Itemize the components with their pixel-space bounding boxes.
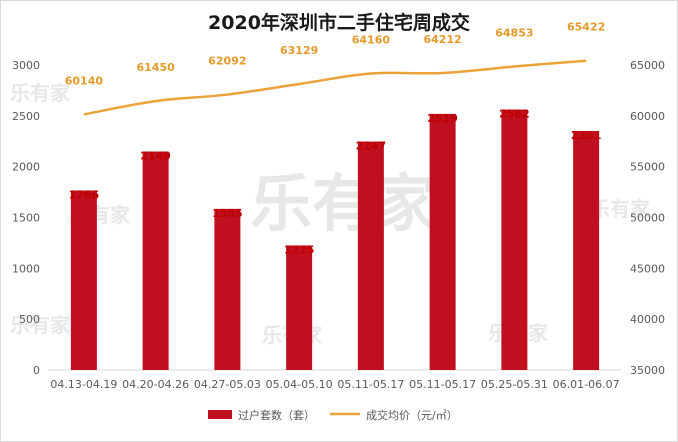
legend-line-label: 成交均价（元/㎡） — [366, 408, 458, 422]
watermark-small: 乐有家 — [590, 197, 651, 221]
legend-bar-label: 过户套数（套） — [238, 408, 315, 422]
right-axis: 35000 40000 45000 50000 55000 60000 65000 — [630, 59, 665, 377]
left-axis-tick-label: 3000 — [12, 59, 40, 72]
x-axis-tick-label: 05.11-05.17 — [409, 378, 476, 391]
left-axis-tick-label: 2000 — [12, 161, 40, 174]
bar — [357, 141, 384, 370]
watermark-small: 乐有家 — [10, 81, 71, 105]
x-axis-tick-label: 06.01-06.07 — [553, 378, 620, 391]
right-axis-tick-label: 65000 — [630, 59, 665, 72]
watermark-small: 乐有家 — [10, 313, 71, 337]
line-value-label: 61450 — [136, 61, 175, 74]
line-value-label: 64160 — [352, 34, 391, 47]
price-line — [83, 59, 587, 116]
left-axis-tick-label: 1500 — [12, 212, 40, 225]
left-axis-tick-label: 500 — [19, 313, 40, 326]
watermark-layer: 乐有家乐有家乐有家乐有家乐有家乐有家乐有家 — [10, 81, 651, 347]
x-axis-tick-label: 04.20-04.26 — [122, 378, 189, 391]
bar — [429, 113, 456, 370]
bar — [142, 151, 169, 370]
x-axis-tick-label: 04.27-05.03 — [194, 378, 261, 391]
left-axis-tick-label: 1000 — [12, 262, 40, 275]
bar-value-label: 1766 — [69, 188, 100, 201]
right-axis-tick-label: 60000 — [630, 110, 665, 123]
watermark-large: 乐有家 — [250, 167, 436, 240]
chart-title: 2020年深圳市二手住宅周成交 — [208, 12, 470, 34]
line-value-label: 64853 — [495, 26, 533, 39]
bar — [214, 208, 241, 370]
x-axis-ticks: 04.13-04.19 04.20-04.26 04.27-05.03 05.04-0… — [50, 378, 619, 391]
bar-value-label: 2562 — [499, 108, 530, 121]
bar-value-label: 2351 — [571, 129, 602, 142]
line-value-label: 64212 — [423, 33, 461, 46]
bar-value-label: 2149 — [140, 150, 171, 163]
right-axis-tick-label: 40000 — [630, 313, 665, 326]
bar-value-label: 2247 — [356, 140, 387, 153]
legend: 过户套数（套） 成交均价（元/㎡） — [208, 408, 458, 422]
right-axis-tick-label: 55000 — [630, 161, 665, 174]
bar — [286, 245, 313, 370]
right-axis-tick-label: 45000 — [630, 262, 665, 275]
bar — [573, 130, 600, 370]
line-series: 60140 61450 62092 63129 64160 64212 64853 65422 — [65, 21, 605, 116]
right-axis-tick-label: 50000 — [630, 212, 665, 225]
bar-value-label: 2519 — [427, 112, 458, 125]
left-axis-tick-label: 0 — [33, 364, 40, 377]
bar — [501, 109, 528, 370]
bar-value-label: 1225 — [284, 243, 315, 256]
line-value-label: 65422 — [567, 21, 605, 34]
x-axis-tick-label: 05.11-05.17 — [337, 378, 404, 391]
line-value-label: 62092 — [208, 55, 246, 68]
bar — [70, 190, 97, 370]
x-axis-tick-label: 05.25-05.31 — [481, 378, 548, 391]
right-axis-tick-label: 35000 — [630, 364, 665, 377]
x-axis-tick-label: 05.04-05.10 — [266, 378, 333, 391]
x-axis-tick-label: 04.13-04.19 — [50, 378, 117, 391]
left-axis-tick-label: 2500 — [12, 110, 40, 123]
line-value-label: 60140 — [65, 74, 104, 87]
left-axis: 0 500 1000 1500 2000 2500 3000 — [12, 59, 40, 377]
legend-bar-swatch — [208, 410, 232, 419]
bar-series: 1766 2149 1585 1225 2247 2519 2562 2351 — [69, 108, 602, 370]
bar-value-label: 1585 — [212, 207, 243, 220]
line-value-label: 63129 — [280, 44, 318, 57]
